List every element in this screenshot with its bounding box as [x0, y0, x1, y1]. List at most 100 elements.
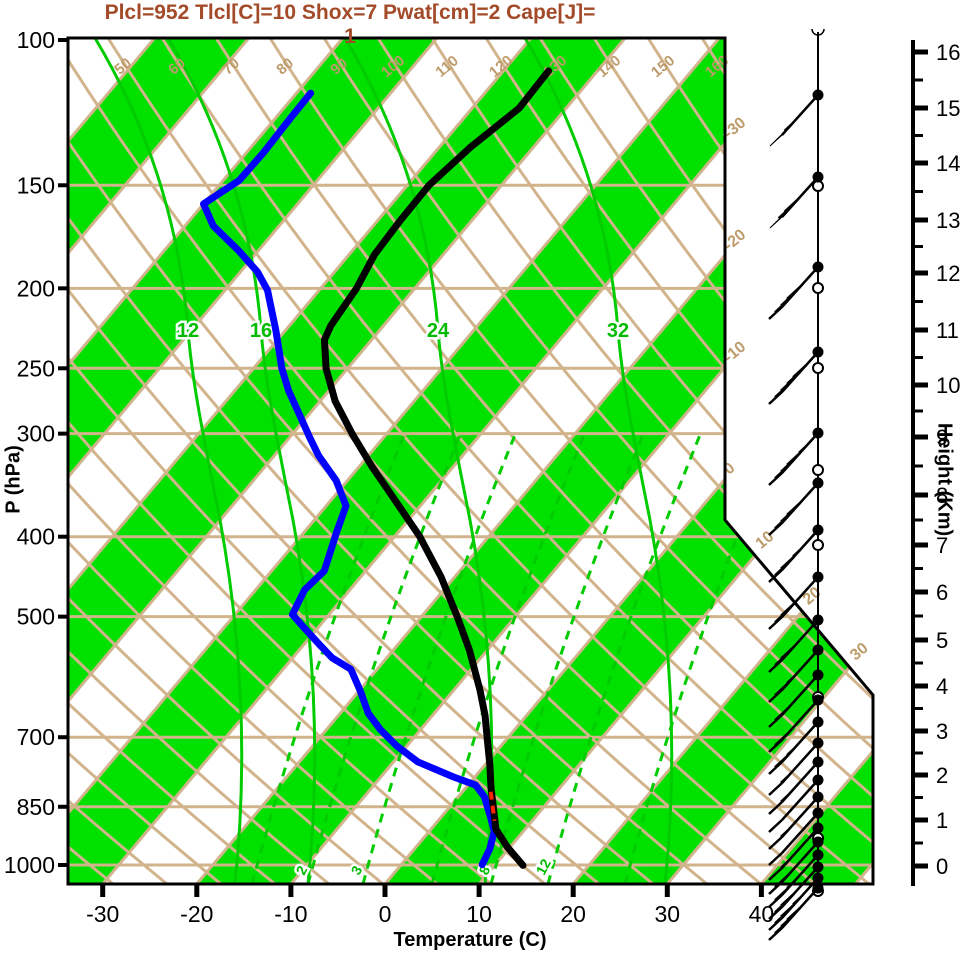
wind-barb	[768, 694, 824, 753]
height-tick-label: 12	[936, 261, 960, 286]
wind-barb	[768, 346, 824, 405]
wind-barb	[768, 644, 824, 703]
pressure-tick-label: 1000	[4, 852, 55, 878]
wind-barb	[768, 477, 824, 536]
height-tick-label: 0	[936, 854, 948, 879]
plot-border	[66, 36, 875, 886]
full-feather	[786, 286, 801, 300]
height-tick-label: 11	[936, 318, 959, 343]
half-feather	[786, 675, 795, 685]
full-feather	[768, 782, 783, 796]
full-feather	[774, 874, 789, 889]
full-feather	[774, 754, 789, 769]
full-feather	[780, 555, 795, 570]
height-tick-label: 8	[936, 483, 948, 508]
half-feather	[798, 445, 807, 454]
full-feather	[780, 903, 795, 918]
pressure-axis-title: P (hPa)	[2, 445, 25, 514]
height-tick-label: 3	[936, 719, 948, 744]
pressure-tick-label: 250	[17, 355, 55, 381]
wind-barb	[768, 737, 824, 796]
pressure-tick-label: 200	[17, 275, 55, 301]
svg-text:32: 32	[607, 320, 629, 342]
height-tick-label: 14	[936, 151, 960, 176]
staff-top-symbol	[811, 28, 825, 41]
full-feather	[774, 707, 789, 722]
height-tick-label: 16	[936, 40, 960, 65]
wind-barb	[768, 882, 824, 941]
svg-text:30: 30	[847, 640, 872, 665]
height-axis-title: Height (Km)	[933, 422, 956, 537]
wind-barb	[768, 571, 824, 630]
half-feather	[792, 549, 801, 558]
svg-text:24: 24	[427, 320, 450, 342]
height-tick-label: 6	[936, 580, 948, 605]
pressure-axis: 100 150 200 250 300 400 500 700 850 1000	[4, 27, 68, 878]
height-tick-label: 5	[936, 628, 948, 653]
wind-barb	[768, 261, 824, 320]
wind-barb	[768, 849, 824, 908]
height-tick-label: 2	[936, 763, 948, 788]
full-feather	[768, 801, 783, 815]
half-feather	[783, 123, 793, 132]
full-feather	[774, 682, 789, 697]
wind-barb	[768, 861, 824, 920]
pressure-tick-label: 500	[17, 604, 55, 630]
temperature-tick-label: 30	[655, 901, 681, 927]
temperature-tick-label: -20	[180, 901, 213, 927]
wind-barb	[768, 716, 824, 775]
svg-text:16: 16	[250, 320, 272, 342]
svg-text:20: 20	[800, 584, 825, 609]
height-tick-label: 7	[936, 533, 948, 558]
pressure-tick-label: 400	[17, 524, 55, 550]
full-feather	[774, 732, 789, 747]
temperature-axis-title: Temperature (C)	[393, 929, 547, 951]
height-tick-label: 9	[936, 425, 948, 450]
svg-text:12: 12	[533, 856, 555, 877]
full-feather	[786, 452, 801, 466]
full-feather	[768, 819, 783, 833]
svg-text:0: 0	[721, 459, 739, 478]
full-feather	[768, 852, 783, 866]
wind-barb	[768, 669, 824, 728]
height-tick-label: 1	[936, 808, 948, 833]
full-feather	[786, 502, 801, 516]
pressure-tick-label: 300	[17, 421, 55, 447]
full-feather	[774, 887, 789, 902]
open-circle-marker	[812, 282, 824, 294]
temperature-axis: -30 -20 -10 0 10 20 30 40	[86, 884, 774, 927]
height-tick-label: 13	[936, 208, 960, 233]
wind-barb	[769, 171, 824, 229]
height-tick-label: 4	[936, 674, 948, 699]
height-tick-label: 15	[936, 96, 960, 121]
wind-barb	[768, 807, 824, 866]
pressure-tick-label: 100	[17, 27, 55, 53]
half-feather	[786, 747, 795, 757]
half-feather	[792, 897, 801, 906]
height-tick-label: 10	[936, 373, 960, 398]
pressure-tick-label: 700	[17, 724, 55, 750]
wind-barb	[769, 89, 824, 147]
half-feather	[780, 860, 789, 869]
full-feather	[780, 602, 795, 617]
half-feather	[780, 794, 789, 803]
wind-barb	[768, 756, 824, 815]
pressure-tick-label: 850	[17, 794, 55, 820]
open-circle-marker	[812, 539, 824, 551]
pressure-gridlines	[68, 183, 873, 867]
wind-barb	[768, 791, 824, 850]
temperature-tick-label: 10	[466, 901, 492, 927]
temperature-curve	[320, 67, 553, 869]
open-circle-marker	[812, 464, 824, 476]
full-feather	[783, 198, 799, 213]
full-feather	[768, 836, 783, 850]
open-circle-marker	[812, 362, 824, 374]
half-feather	[780, 829, 789, 838]
full-feather	[786, 907, 801, 921]
wind-barb	[768, 836, 824, 895]
temperature-tick-label: 0	[379, 901, 392, 927]
wind-barb	[768, 427, 824, 486]
